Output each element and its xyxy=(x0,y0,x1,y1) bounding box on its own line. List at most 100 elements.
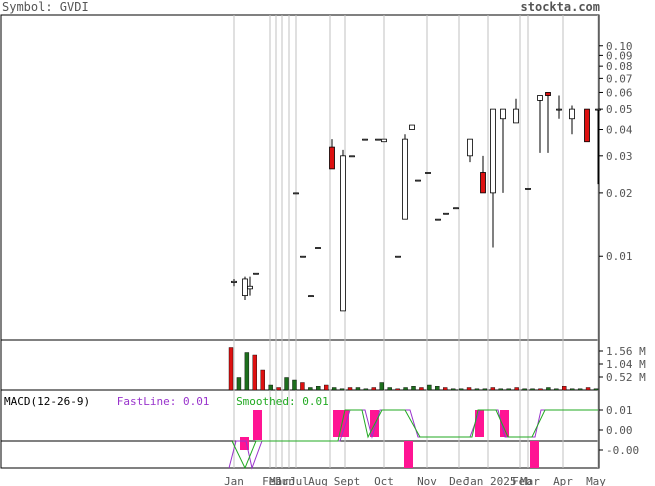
volume-bar xyxy=(506,388,511,391)
candle-body xyxy=(308,295,314,298)
volume-bar xyxy=(284,377,289,391)
candle xyxy=(595,108,601,185)
candle xyxy=(329,139,335,170)
x-tick-label: Apr xyxy=(553,475,573,486)
candle xyxy=(231,278,237,287)
candle-body xyxy=(409,124,415,130)
volume-bar xyxy=(387,387,392,391)
volume-bar xyxy=(458,388,464,391)
candle xyxy=(362,138,368,141)
volume-bar xyxy=(569,388,575,391)
volume-bar xyxy=(593,388,599,391)
macd-fastline xyxy=(228,409,598,470)
volume-tick-label: 1.04 M xyxy=(606,358,646,371)
volume-bar xyxy=(538,388,543,391)
candle xyxy=(381,138,387,143)
candle-body xyxy=(375,138,381,141)
candle xyxy=(569,105,575,135)
macd-tick-label: -0.00 xyxy=(606,444,639,457)
candle xyxy=(247,276,253,296)
x-tick-label: Mar xyxy=(269,475,289,486)
candle-body xyxy=(584,108,590,143)
volume-bar xyxy=(498,388,503,391)
x-tick-label: Aug xyxy=(308,475,328,486)
volume-bar xyxy=(411,386,416,391)
macd-histogram-bar xyxy=(530,441,539,468)
candle xyxy=(293,192,299,195)
candle-body xyxy=(453,207,459,210)
candle xyxy=(300,255,306,258)
candle-body xyxy=(443,212,449,215)
volume-bar xyxy=(268,384,273,391)
volume-bar xyxy=(474,388,480,391)
candle xyxy=(556,95,562,119)
volume-bar xyxy=(331,387,337,391)
y-tick-label: 0.06 xyxy=(606,86,633,99)
candle-body xyxy=(490,108,496,194)
volume-bar xyxy=(300,382,305,391)
candle xyxy=(349,155,355,158)
candle-body xyxy=(253,272,259,275)
candle xyxy=(253,272,259,275)
y-tick-label: 0.10 xyxy=(606,40,633,53)
candle xyxy=(315,247,321,249)
candle xyxy=(409,124,415,130)
volume-bar xyxy=(292,379,297,391)
volume-bar xyxy=(585,387,591,391)
volume-bar xyxy=(363,388,369,391)
candle-body xyxy=(415,179,421,182)
candle-body xyxy=(425,172,431,174)
y-tick-label: 0.08 xyxy=(606,60,633,73)
candle xyxy=(375,138,381,141)
volume-bar xyxy=(324,384,329,391)
site-link[interactable]: stockta.com xyxy=(520,0,600,14)
fastline-label: FastLine: 0.01 xyxy=(116,395,210,408)
x-tick-label: Oct xyxy=(374,475,394,486)
macd-histogram-bar xyxy=(404,441,413,468)
x-tick-label: Nov xyxy=(417,475,437,486)
candle xyxy=(453,207,459,210)
candle-body xyxy=(349,155,355,158)
candle-body xyxy=(513,108,519,124)
x-tick-label: Sept xyxy=(334,475,361,486)
volume-bar xyxy=(371,387,377,391)
candle-body xyxy=(329,146,335,170)
candle xyxy=(500,108,506,193)
macd-histogram-bar xyxy=(475,410,484,437)
volume-bar xyxy=(339,388,345,391)
candle-body xyxy=(435,218,441,221)
volume-bar xyxy=(490,387,496,391)
volume-bar xyxy=(450,388,456,391)
volume-bar xyxy=(276,387,281,391)
candle-body xyxy=(300,255,306,258)
macd-tick-label: 0.00 xyxy=(606,424,633,437)
candle-body xyxy=(402,138,408,220)
candle-body xyxy=(340,155,346,312)
volume-tick-label: 0.52 M xyxy=(606,371,646,384)
candle-body xyxy=(362,138,368,141)
volume-bar xyxy=(252,354,258,391)
macd-histogram-bar xyxy=(253,410,262,440)
candle xyxy=(340,149,346,312)
volume-bar xyxy=(522,388,527,391)
candle-body xyxy=(381,138,387,143)
y-tick-label: 0.02 xyxy=(606,187,633,200)
candle-body xyxy=(315,247,321,249)
candle xyxy=(308,295,314,298)
x-tick-label: Jan 2025 xyxy=(464,475,517,486)
candle-body xyxy=(545,92,551,96)
macd-histogram-bar xyxy=(500,410,509,437)
y-tick-label: 0.04 xyxy=(606,124,633,137)
candle-body xyxy=(525,188,531,190)
volume-bar xyxy=(236,377,242,391)
candle-body xyxy=(480,172,486,194)
volume-bar xyxy=(347,387,353,391)
volume-bar xyxy=(316,386,321,391)
volume-bar xyxy=(260,369,265,391)
candle xyxy=(425,172,431,174)
candle xyxy=(467,138,473,163)
macd-histogram-bar xyxy=(240,437,249,450)
macd-title: MACD(12-26-9) xyxy=(4,395,91,408)
volume-bar xyxy=(395,388,400,391)
